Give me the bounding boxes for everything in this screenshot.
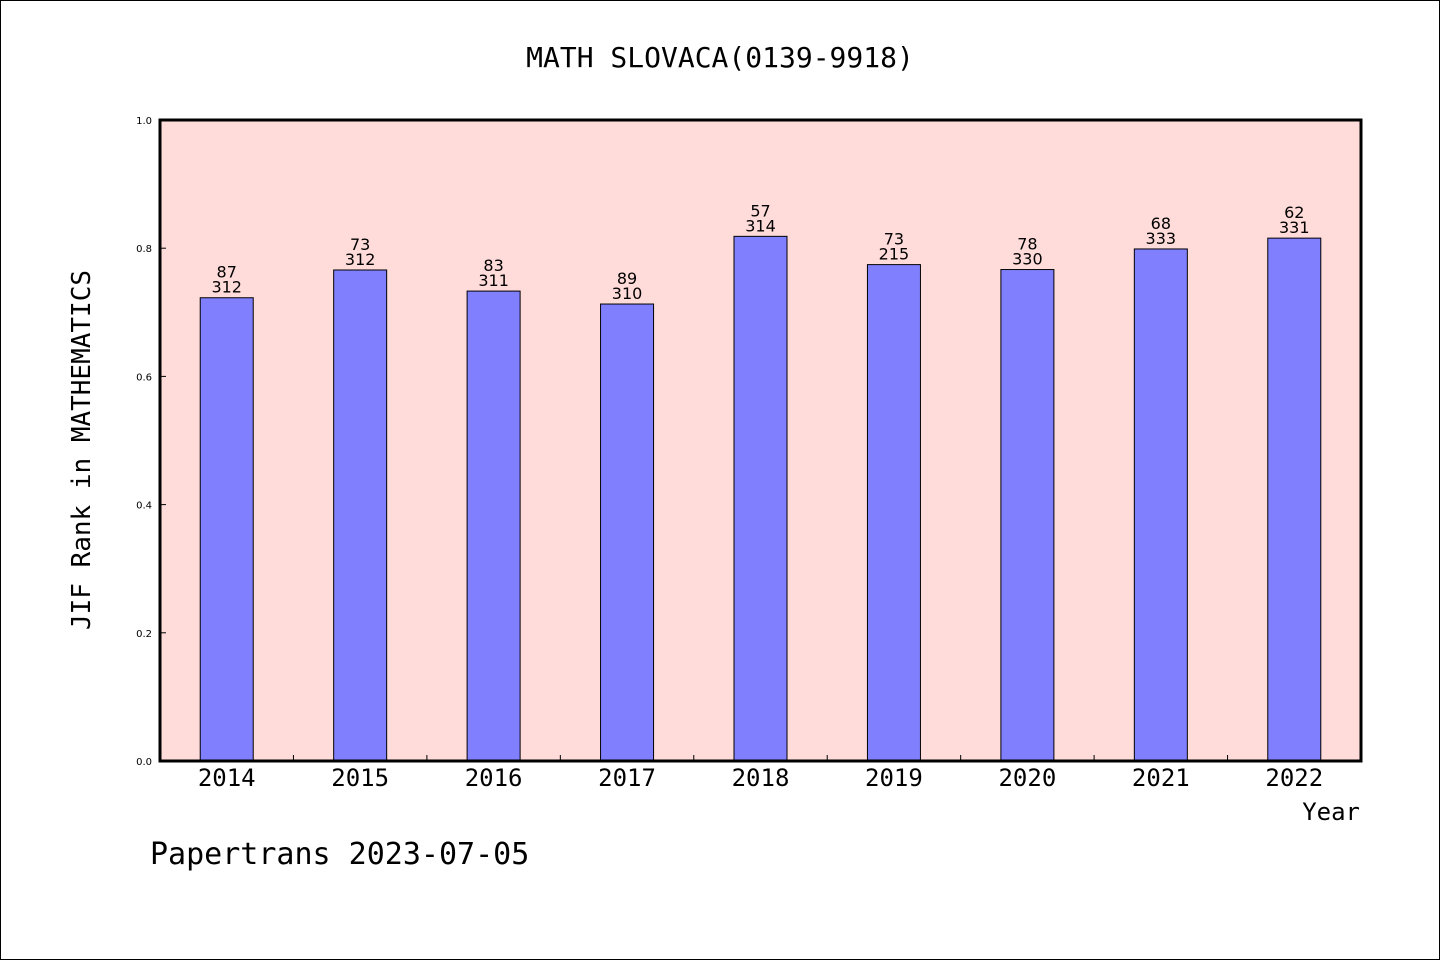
bar-rank-label: 73 — [350, 235, 370, 254]
bar-rank-label: 89 — [617, 269, 637, 288]
y-tick-label: 0.6 — [136, 372, 152, 383]
y-axis-label: JIF Rank in MATHEMATICS — [67, 270, 97, 630]
bar-rank-label: 68 — [1151, 214, 1171, 233]
x-tick-label: 2018 — [732, 764, 790, 792]
bar-total-label: 215 — [879, 245, 910, 264]
bar-total-label: 312 — [345, 250, 376, 269]
bar-2019 — [866, 264, 921, 762]
bar-rank-label: 83 — [483, 256, 503, 275]
bar-2022 — [1267, 237, 1322, 762]
y-tick-label: 0.2 — [136, 629, 152, 640]
bar-total-label: 330 — [1012, 250, 1043, 269]
bar-2014 — [199, 297, 254, 762]
bar-total-label: 331 — [1279, 218, 1310, 237]
bar-2017 — [600, 303, 655, 762]
bar-total-label: 311 — [478, 271, 509, 290]
x-tick-label: 2017 — [598, 764, 656, 792]
x-tick-label: 2020 — [998, 764, 1056, 792]
x-tick-label: 2021 — [1132, 764, 1190, 792]
bar-rank-label: 78 — [1017, 235, 1037, 254]
y-tick-label: 1.0 — [136, 116, 152, 127]
footer-credit: Papertrans 2023-07-05 — [150, 837, 529, 872]
bar-rank-label: 57 — [750, 201, 770, 220]
bar-2018 — [733, 235, 788, 762]
x-tick-label: 2015 — [331, 764, 389, 792]
bar-2016 — [466, 290, 521, 762]
bar-total-label: 312 — [211, 278, 242, 297]
bar-total-label: 310 — [612, 284, 643, 303]
bar-rank-label: 87 — [217, 263, 237, 282]
bar-rank-label: 62 — [1284, 203, 1304, 222]
x-tick-label: 2016 — [465, 764, 523, 792]
bar-2021 — [1133, 248, 1188, 762]
chart-title: MATH SLOVACA(0139-9918) — [526, 41, 914, 74]
bar-rank-label: 73 — [884, 230, 904, 249]
plot-border — [158, 118, 1363, 763]
x-tick-label: 2014 — [198, 764, 256, 792]
y-tick-label: 0.0 — [136, 757, 152, 768]
x-tick-label: 2022 — [1265, 764, 1323, 792]
x-axis: 2014 2015 2016 2017 2018 2019 2020 2021 2022 — [198, 755, 1323, 792]
y-tick-label: 0.8 — [136, 244, 152, 255]
bar-2015 — [333, 269, 388, 762]
y-tick-label: 0.4 — [136, 501, 152, 512]
bars — [199, 235, 1322, 762]
x-axis-label: Year — [1302, 798, 1360, 826]
bar-total-label: 333 — [1146, 229, 1177, 248]
x-tick-label: 2019 — [865, 764, 923, 792]
bar-2020 — [1000, 269, 1055, 762]
bar-total-label: 314 — [745, 216, 776, 235]
